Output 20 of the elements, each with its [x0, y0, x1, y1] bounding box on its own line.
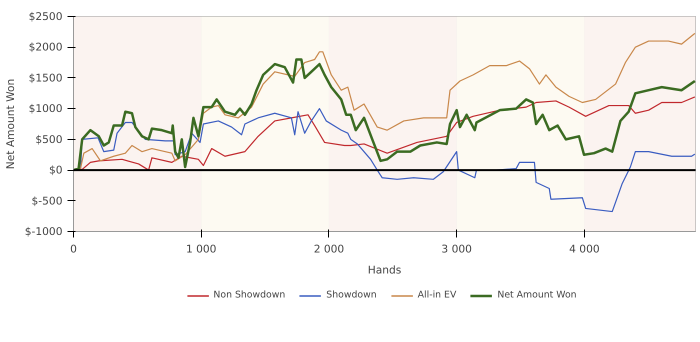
legend-label: Net Amount Won: [497, 290, 577, 300]
y-tick-label: $-500: [32, 194, 63, 208]
x-tick-label: 4 000: [569, 242, 600, 256]
y-tick-label: $500: [35, 132, 63, 146]
y-axis-title: Net Amount Won: [4, 78, 17, 170]
y-tick-label: $0: [48, 164, 63, 177]
x-axis-title: Hands: [368, 264, 402, 276]
legend-label: All-in EV: [418, 290, 456, 300]
x-tick-label: 0: [70, 242, 78, 256]
x-tick-label: 2 000: [314, 242, 344, 256]
line-series: [74, 58, 696, 172]
y-tick-label: $2500: [28, 10, 63, 23]
y-tick-label: $-1000: [24, 225, 63, 238]
legend-label: Non Showdown: [213, 290, 286, 300]
legend-label: Showdown: [326, 290, 377, 300]
y-tick-label: $2000: [28, 40, 63, 54]
y-tick-label: $1000: [28, 102, 63, 116]
x-tick-label: 1 000: [186, 242, 217, 256]
x-tick-label: 3 000: [441, 242, 472, 256]
y-tick-label: $1500: [28, 71, 63, 84]
